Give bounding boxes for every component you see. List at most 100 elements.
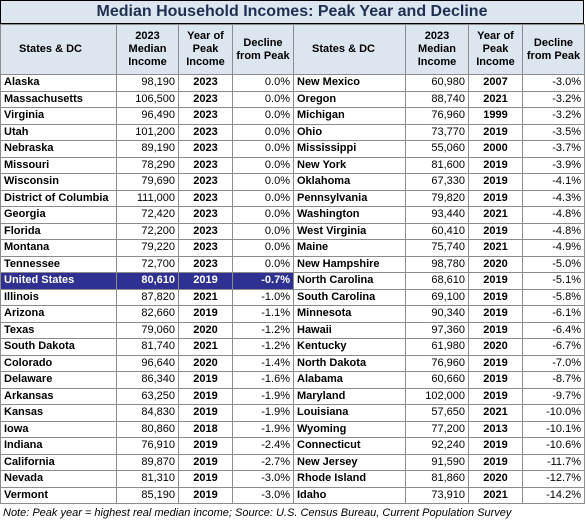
right-income-cell: 90,340: [405, 305, 469, 323]
left-income-cell: 72,200: [116, 222, 179, 240]
right-decline-cell: -4.8%: [522, 222, 585, 240]
left-peak-year-cell: 2023: [178, 156, 233, 174]
left-income-cell: 79,220: [116, 239, 179, 257]
right-peak-year-cell: 1999: [468, 107, 523, 125]
left-income-cell: 84,830: [116, 404, 179, 422]
right-state-cell: South Carolina: [293, 288, 406, 306]
left-decline-cell: 0.0%: [232, 239, 294, 257]
left-state-cell: South Dakota: [0, 338, 117, 356]
left-peak-year-cell: 2023: [178, 173, 233, 191]
right-state-cell: Ohio: [293, 123, 406, 141]
left-state-cell: Arizona: [0, 305, 117, 323]
left-state-cell: Delaware: [0, 371, 117, 389]
left-income-cell: 89,870: [116, 453, 179, 471]
right-decline-cell: -5.0%: [522, 255, 585, 273]
right-peak-year-cell: 2019: [468, 189, 523, 207]
right-peak-year-cell: 2019: [468, 453, 523, 471]
left-peak-year-cell: 2023: [178, 189, 233, 207]
right-peak-year-cell: 2019: [468, 173, 523, 191]
left-peak-year-cell: 2018: [178, 420, 233, 438]
right-decline-cell: -8.7%: [522, 371, 585, 389]
right-income-cell: 68,610: [405, 272, 469, 290]
right-decline-cell: -6.1%: [522, 305, 585, 323]
right-state-cell: Rhode Island: [293, 470, 406, 488]
left-decline-cell: -2.4%: [232, 437, 294, 455]
header-peak-year-right: Year of Peak Income: [468, 24, 523, 75]
right-income-cell: 76,960: [405, 354, 469, 372]
left-state-cell: Nebraska: [0, 140, 117, 158]
table-row: Vermont 85,190 2019 -3.0% Idaho 73,910 2021 -14…: [0, 486, 585, 504]
right-state-cell: Oklahoma: [293, 173, 406, 191]
right-state-cell: New York: [293, 156, 406, 174]
table-row: Arkansas 63,250 2019 -1.9% Maryland 102,000 20…: [0, 387, 585, 405]
header-state-right: States & DC: [293, 24, 406, 75]
left-decline-cell: -1.0%: [232, 288, 294, 306]
header-state-left: States & DC: [0, 24, 117, 75]
left-income-cell: 96,640: [116, 354, 179, 372]
left-income-cell: 79,060: [116, 321, 179, 339]
left-peak-year-cell: 2019: [178, 305, 233, 323]
right-peak-year-cell: 2019: [468, 288, 523, 306]
left-income-cell: 78,290: [116, 156, 179, 174]
right-income-cell: 60,660: [405, 371, 469, 389]
left-state-cell: Texas: [0, 321, 117, 339]
table-row: Nebraska 89,190 2023 0.0% Mississippi 55,060 2…: [0, 140, 585, 158]
right-income-cell: 69,100: [405, 288, 469, 306]
right-decline-cell: -7.0%: [522, 354, 585, 372]
right-state-cell: North Carolina: [293, 272, 406, 290]
left-income-cell: 98,190: [116, 74, 179, 92]
left-income-cell: 106,500: [116, 90, 179, 108]
right-peak-year-cell: 2019: [468, 387, 523, 405]
left-state-cell: Wisconsin: [0, 173, 117, 191]
left-peak-year-cell: 2023: [178, 206, 233, 224]
right-decline-cell: -12.7%: [522, 470, 585, 488]
left-peak-year-cell: 2019: [178, 371, 233, 389]
left-decline-cell: 0.0%: [232, 206, 294, 224]
left-decline-cell: -1.1%: [232, 305, 294, 323]
left-state-cell: Vermont: [0, 486, 117, 504]
left-income-cell: 111,000: [116, 189, 179, 207]
right-decline-cell: -4.9%: [522, 239, 585, 257]
right-income-cell: 73,770: [405, 123, 469, 141]
right-income-cell: 98,780: [405, 255, 469, 273]
right-peak-year-cell: 2020: [468, 470, 523, 488]
left-income-cell: 80,860: [116, 420, 179, 438]
left-decline-cell: -1.4%: [232, 354, 294, 372]
left-state-cell: United States: [0, 272, 117, 290]
left-decline-cell: 0.0%: [232, 156, 294, 174]
header-decline-left: Decline from Peak: [232, 24, 294, 75]
left-state-cell: Arkansas: [0, 387, 117, 405]
right-income-cell: 60,980: [405, 74, 469, 92]
right-income-cell: 67,330: [405, 173, 469, 191]
left-decline-cell: -1.6%: [232, 371, 294, 389]
left-peak-year-cell: 2019: [178, 470, 233, 488]
right-income-cell: 81,600: [405, 156, 469, 174]
left-peak-year-cell: 2019: [178, 486, 233, 504]
right-peak-year-cell: 2019: [468, 371, 523, 389]
table-row: Virginia 96,490 2023 0.0% Michigan 76,960 1999…: [0, 107, 585, 125]
right-state-cell: Louisiana: [293, 404, 406, 422]
right-income-cell: 79,820: [405, 189, 469, 207]
left-peak-year-cell: 2023: [178, 222, 233, 240]
header-income-left: 2023 Median Income: [116, 24, 179, 75]
left-state-cell: Tennessee: [0, 255, 117, 273]
left-decline-cell: -1.9%: [232, 387, 294, 405]
table-row: Texas 79,060 2020 -1.2% Hawaii 97,360 2019 -6.4…: [0, 321, 585, 339]
right-peak-year-cell: 2019: [468, 321, 523, 339]
income-table: States & DC 2023 Median Income Year of P…: [0, 24, 585, 504]
left-income-cell: 76,910: [116, 437, 179, 455]
right-state-cell: Hawaii: [293, 321, 406, 339]
left-decline-cell: 0.0%: [232, 74, 294, 92]
left-peak-year-cell: 2023: [178, 74, 233, 92]
left-state-cell: Colorado: [0, 354, 117, 372]
table-row: California 89,870 2019 -2.7% New Jersey 91,59…: [0, 453, 585, 471]
table-row: Delaware 86,340 2019 -1.6% Alabama 60,660 2019…: [0, 371, 585, 389]
right-state-cell: New Mexico: [293, 74, 406, 92]
right-state-cell: Kentucky: [293, 338, 406, 356]
left-decline-cell: -3.0%: [232, 470, 294, 488]
right-income-cell: 81,860: [405, 470, 469, 488]
table-row: Wisconsin 79,690 2023 0.0% Oklahoma 67,330 201…: [0, 173, 585, 191]
table-row: Montana 79,220 2023 0.0% Maine 75,740 2021 -4.9…: [0, 239, 585, 257]
right-peak-year-cell: 2019: [468, 222, 523, 240]
right-income-cell: 76,960: [405, 107, 469, 125]
